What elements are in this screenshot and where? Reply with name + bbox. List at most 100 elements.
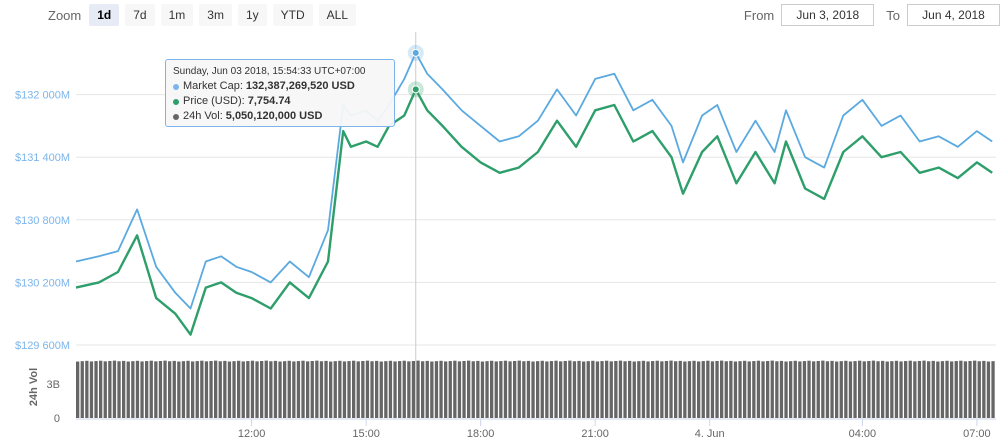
volume-bar	[181, 361, 186, 418]
volume-bar	[692, 360, 696, 418]
volume-dot-icon	[173, 113, 179, 120]
volume-bar	[660, 361, 664, 418]
volume-bar	[959, 360, 963, 418]
volume-bar	[108, 360, 112, 418]
volume-bar	[876, 361, 880, 418]
volume-tick-label: 3B	[47, 379, 60, 391]
x-tick-label: 04:00	[849, 428, 877, 440]
volume-bar	[559, 361, 563, 418]
volume-bar	[825, 361, 830, 418]
volume-bar	[522, 361, 526, 418]
volume-bar	[618, 360, 623, 418]
volume-bar	[738, 361, 742, 418]
volume-bar	[172, 360, 176, 418]
volume-axis-title: 24h Vol	[28, 368, 40, 406]
volume-bar	[370, 361, 374, 418]
y-tick-label: $132 000M	[15, 90, 70, 102]
volume-bar	[499, 361, 503, 418]
x-tick-label: 12:00	[238, 428, 266, 440]
volume-bar	[710, 361, 715, 418]
volume-bar	[697, 361, 701, 418]
volume-bar	[940, 361, 945, 418]
volume-bar	[375, 360, 379, 418]
volume-bar	[793, 360, 797, 418]
volume-bar	[747, 361, 751, 418]
volume-bar	[922, 360, 926, 418]
volume-bar	[315, 360, 319, 418]
volume-bar	[471, 361, 475, 418]
volume-bar	[563, 360, 567, 418]
volume-bar	[729, 360, 733, 418]
volume-bar	[333, 361, 337, 418]
y-tick-label: $131 400M	[15, 152, 70, 164]
volume-bar	[402, 360, 406, 418]
volume-bar	[490, 360, 494, 418]
volume-bar	[287, 360, 291, 418]
to-date-input[interactable]	[907, 4, 1000, 26]
volume-bar	[214, 360, 218, 418]
volume-bar	[352, 360, 356, 418]
volume-bar	[637, 361, 641, 418]
x-tick-label: 4. Jun	[695, 428, 725, 440]
volume-bar	[526, 360, 531, 418]
y-tick-label: $130 800M	[15, 215, 70, 227]
to-label: To	[886, 7, 900, 23]
zoom-3m-button[interactable]: 3m	[199, 4, 232, 26]
volume-bar	[881, 360, 885, 418]
zoom-1y-button[interactable]: 1y	[237, 4, 267, 26]
volume-bar	[241, 361, 245, 418]
volume-bar	[867, 360, 871, 418]
tooltip-date: Sunday, Jun 03 2018, 15:54:33 UTC+07:00	[173, 66, 366, 77]
zoom-all-button[interactable]: ALL	[318, 4, 356, 26]
volume-bar	[894, 360, 899, 418]
volume-bar	[467, 360, 471, 418]
volume-bar	[540, 360, 544, 418]
volume-bar	[393, 361, 397, 418]
volume-tick-label: 0	[54, 413, 60, 425]
volume-bar	[186, 360, 190, 418]
volume-bar	[536, 361, 540, 418]
volume-bar	[439, 360, 443, 418]
volume-bar	[908, 360, 912, 418]
volume-bar	[324, 360, 328, 418]
volume-bar	[950, 361, 954, 418]
volume-bar	[577, 360, 581, 418]
volume-bar	[927, 361, 931, 418]
volume-bar	[85, 360, 89, 418]
y-tick-label: $129 600M	[15, 340, 70, 352]
volume-bar	[476, 360, 480, 418]
volume-bar	[862, 361, 866, 418]
volume-bar	[628, 360, 632, 418]
volume-bar	[789, 361, 793, 418]
zoom-7d-button[interactable]: 7d	[125, 4, 155, 26]
volume-bar	[223, 360, 227, 418]
zoom-1d-button[interactable]: 1d	[89, 4, 120, 26]
volume-bar	[273, 360, 278, 418]
tooltip-value: 7,754.74	[247, 95, 291, 107]
volume-bar	[812, 361, 816, 418]
zoom-ytd-button[interactable]: YTD	[272, 4, 313, 26]
volume-bar	[255, 361, 259, 418]
volume-bar	[310, 360, 314, 418]
volume-bar	[425, 360, 429, 418]
volume-bar	[945, 360, 949, 418]
volume-bar	[453, 360, 457, 418]
volume-bar	[296, 361, 301, 418]
volume-bar	[904, 361, 908, 418]
zoom-1m-button[interactable]: 1m	[160, 4, 194, 26]
volume-bar	[582, 361, 586, 418]
volume-bar	[99, 360, 103, 418]
from-date-input[interactable]	[781, 4, 875, 26]
volume-bar	[260, 360, 264, 418]
highlight-marker	[411, 85, 420, 94]
volume-bar	[973, 360, 977, 418]
volume-bar	[430, 361, 434, 418]
volume-bar	[264, 360, 268, 418]
volume-bar	[917, 360, 922, 418]
zoom-label: Zoom	[48, 7, 82, 23]
volume-bar	[347, 361, 351, 418]
volume-bar	[195, 361, 199, 418]
volume-bar	[784, 361, 788, 418]
